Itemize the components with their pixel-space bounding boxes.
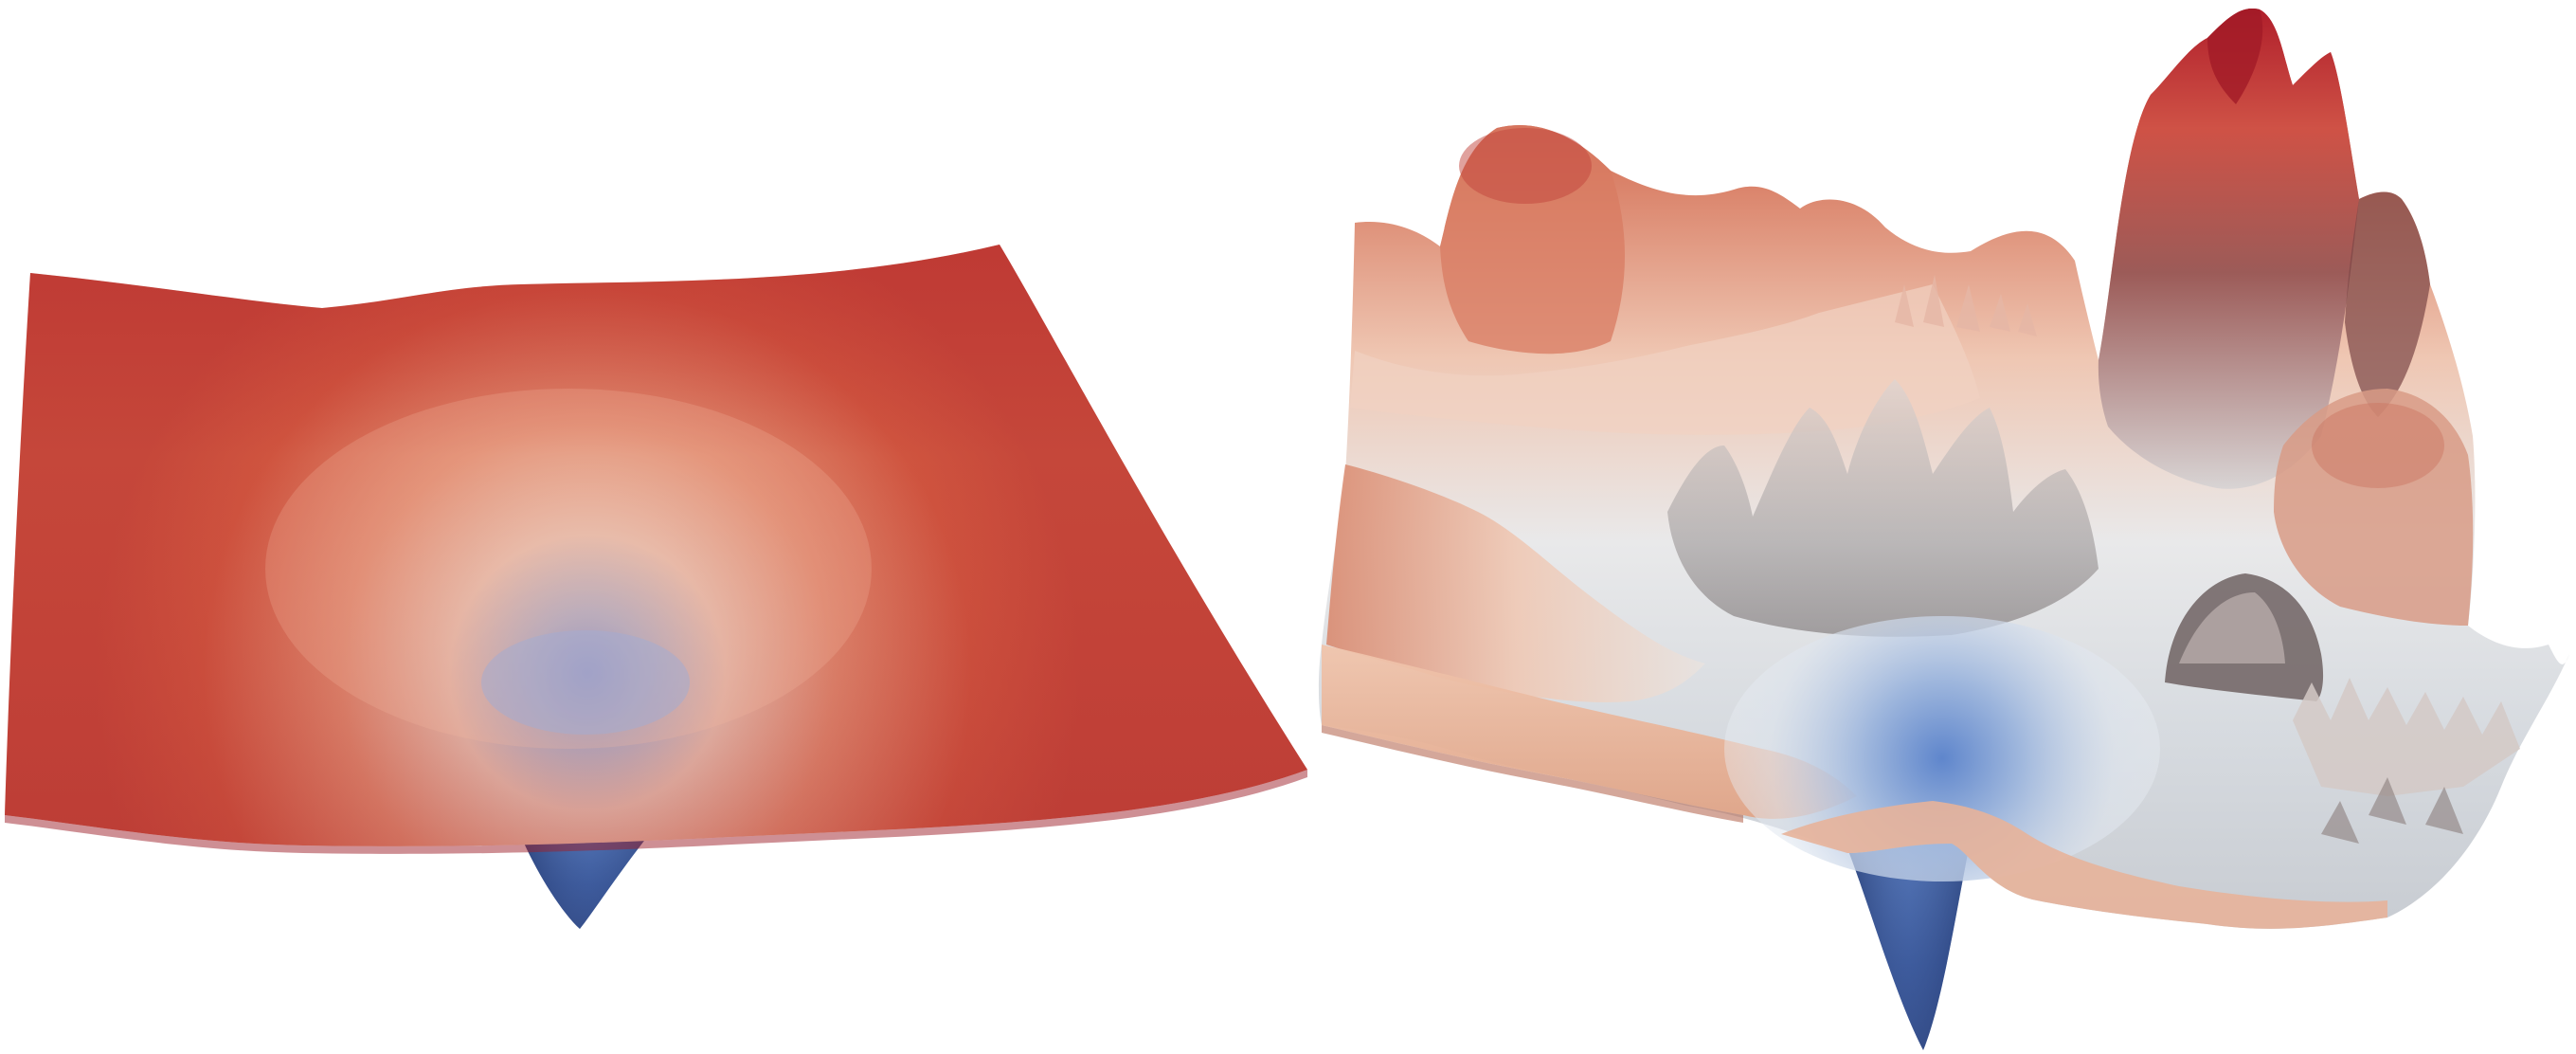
left-surface <box>5 245 1307 929</box>
right-surface <box>1318 9 2569 1050</box>
right-valley-minimum <box>1724 616 2160 881</box>
right-left-wall <box>1326 464 1705 702</box>
right-tall-peak <box>2098 9 2359 489</box>
right-jagged-ridges <box>1667 379 2099 637</box>
